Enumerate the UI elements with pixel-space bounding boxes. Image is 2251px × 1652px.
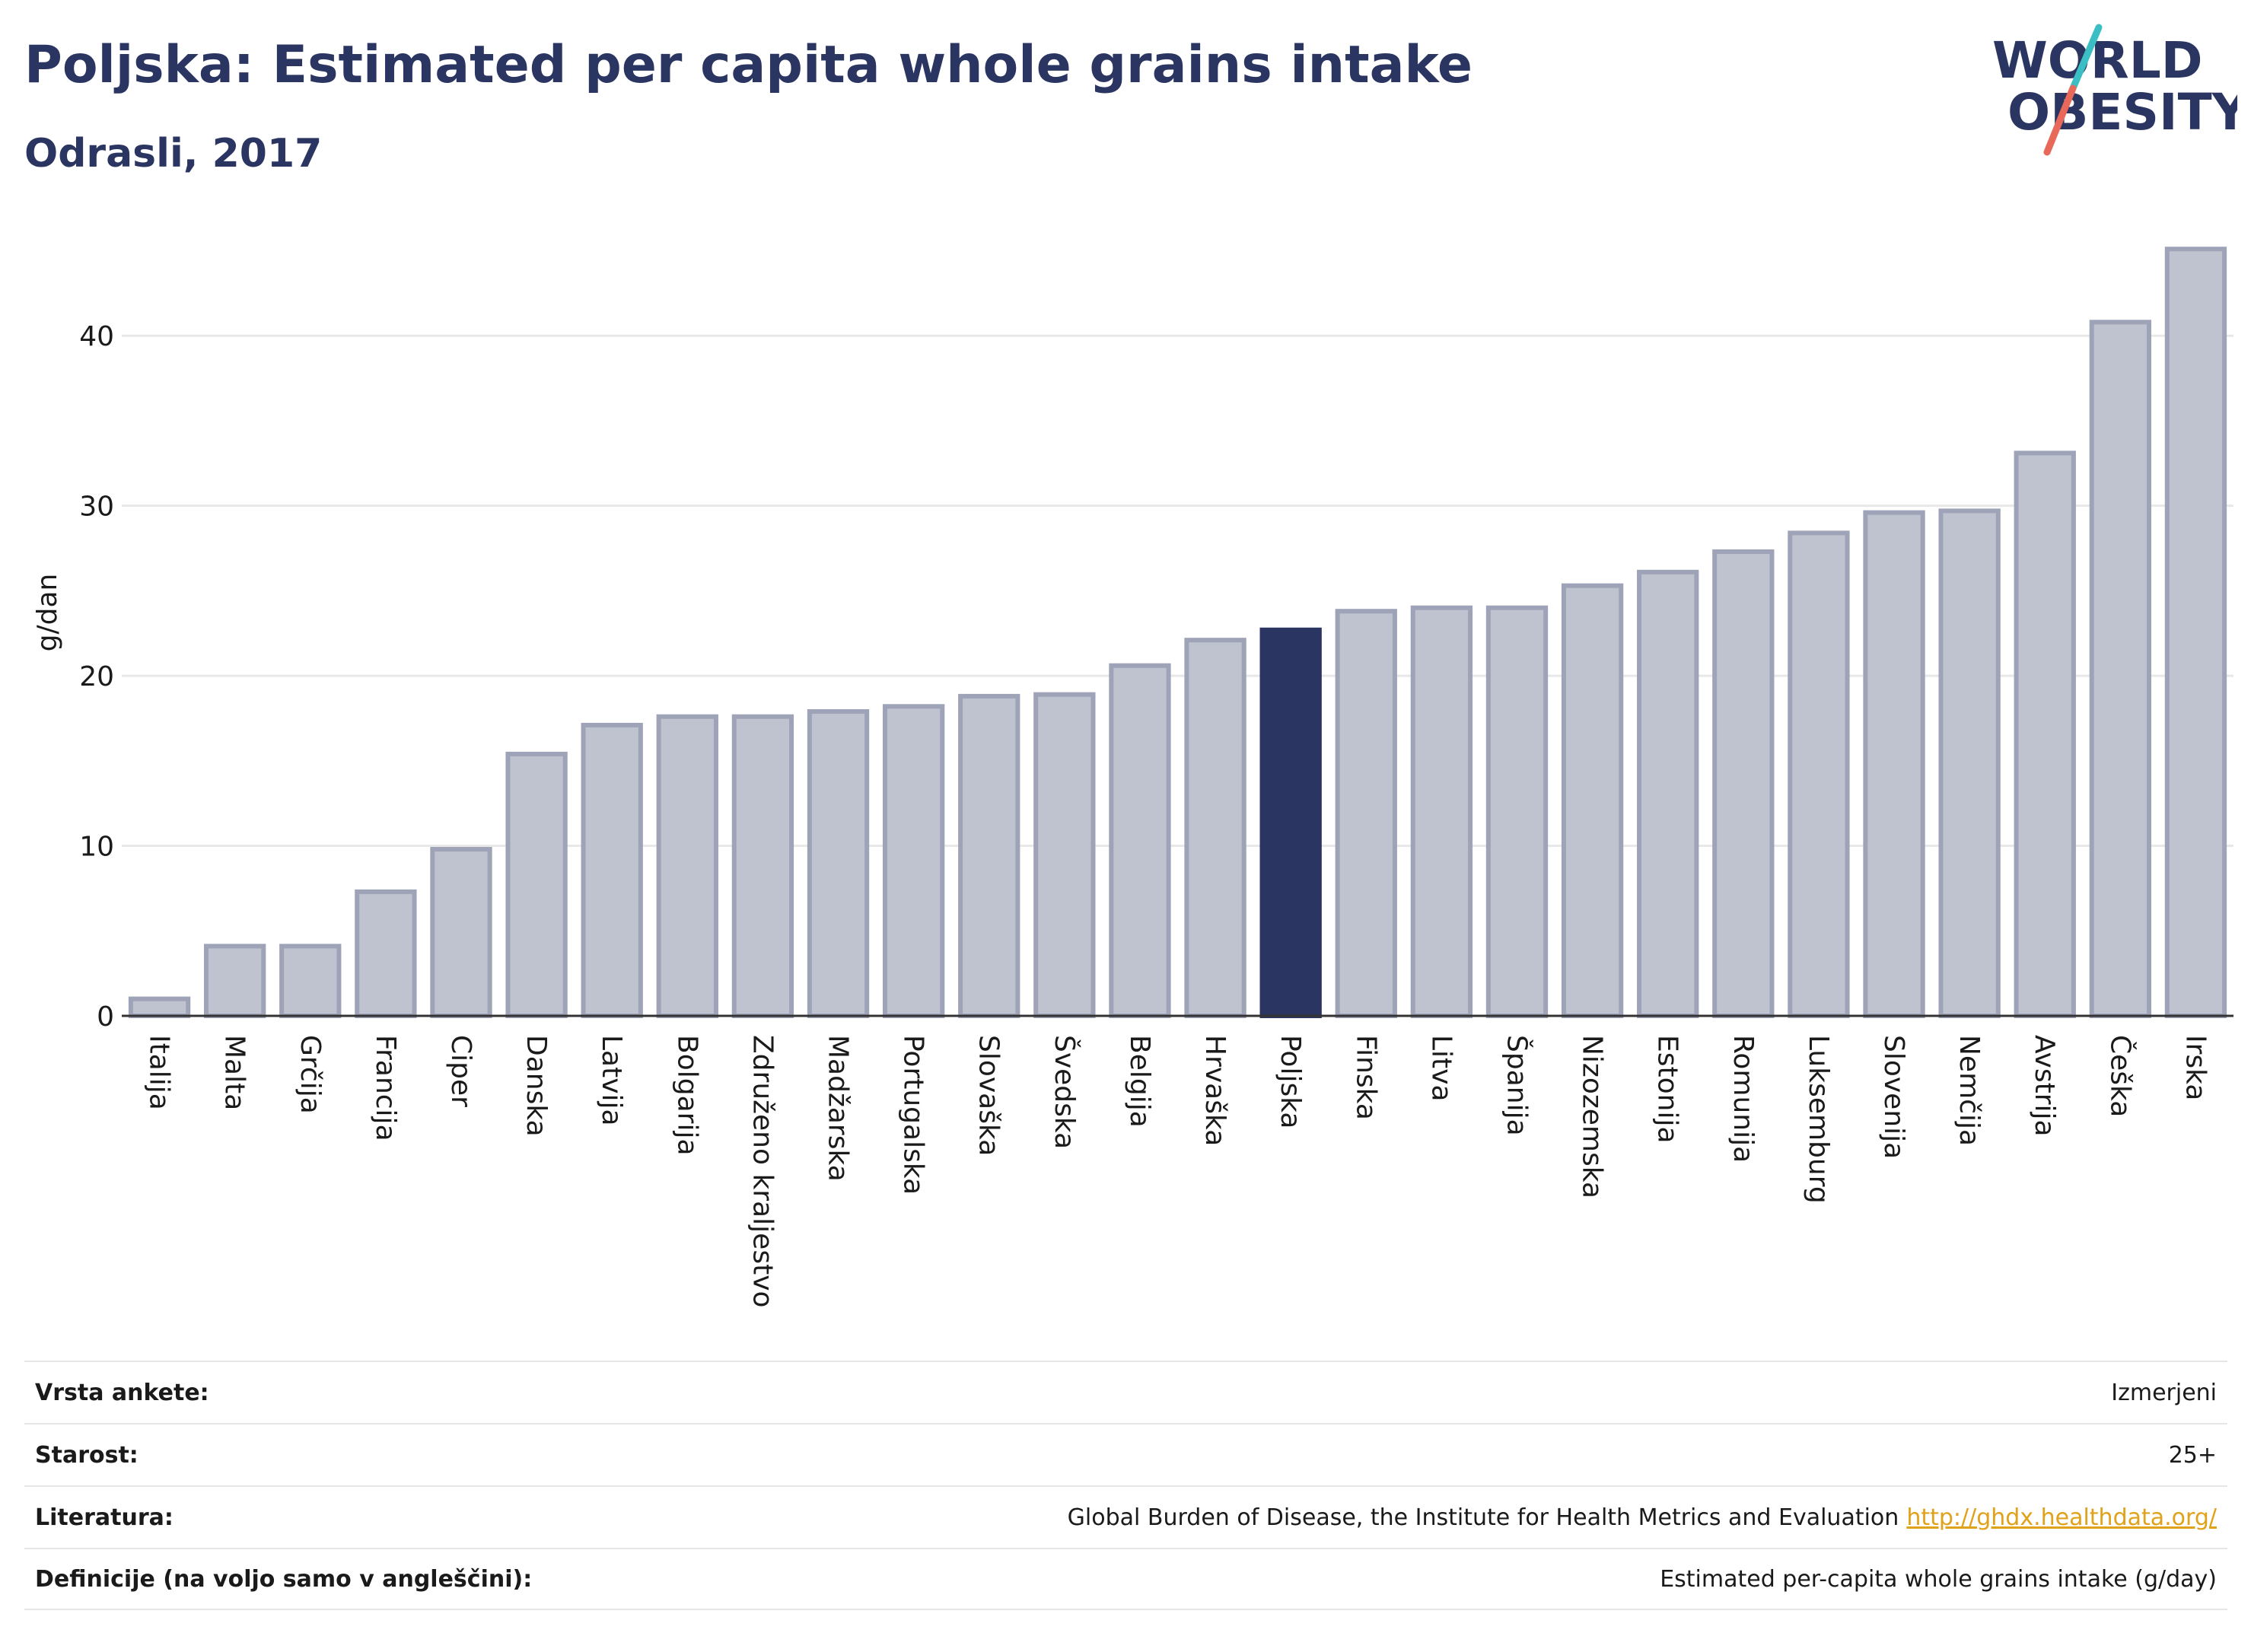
info-value: Estimated per-capita whole grains intake… xyxy=(1660,1565,2217,1593)
bar-5 xyxy=(430,847,492,1018)
bar-16 xyxy=(1259,627,1322,1019)
x-tick-label: Finska xyxy=(1350,1035,1381,1120)
x-tick-label: Združeno kraljestvo xyxy=(747,1035,778,1308)
y-tick-label: 30 xyxy=(79,492,114,523)
bar-8 xyxy=(656,714,718,1018)
info-value: Izmerjeni xyxy=(2111,1379,2217,1406)
bar-25 xyxy=(1938,508,2001,1018)
bar-1 xyxy=(128,996,191,1019)
bar-26 xyxy=(2014,450,2076,1018)
x-tick-label: Malta xyxy=(219,1035,250,1110)
x-tick-label: Romunija xyxy=(1727,1035,1759,1163)
bar-11 xyxy=(882,704,945,1019)
info-label: Starost: xyxy=(35,1441,138,1469)
x-tick-label: Ciper xyxy=(445,1035,476,1107)
bar-17 xyxy=(1335,609,1397,1018)
logo-slash-coral xyxy=(2043,84,2077,156)
y-axis-label: g/dan xyxy=(32,574,63,652)
info-value: 25+ xyxy=(2168,1441,2217,1469)
x-tick-label: Francija xyxy=(370,1035,401,1141)
bar-13 xyxy=(1033,692,1096,1018)
bar-14 xyxy=(1109,663,1171,1018)
chart-subtitle: Odrasli, 2017 xyxy=(24,131,323,177)
bar-12 xyxy=(958,693,1020,1018)
bar-10 xyxy=(807,709,870,1018)
x-tick-label: Španija xyxy=(1501,1035,1533,1136)
x-tick-label: Belgija xyxy=(1124,1035,1155,1128)
logo-line2: OBESITY xyxy=(2007,83,2237,142)
info-row: Vrsta ankete: Izmerjeni xyxy=(24,1361,2227,1423)
bar-28 xyxy=(2164,247,2227,1019)
x-axis: Italija Malta Grčija Francija Ciper Danska Lat… xyxy=(122,1014,2233,1308)
y-tick-label: 0 xyxy=(97,1001,114,1033)
x-tick-label: Estonija xyxy=(1652,1035,1683,1144)
x-tick-label: Danska xyxy=(521,1035,552,1137)
x-tick-label: Slovaška xyxy=(973,1035,1005,1156)
x-tick-label: Grčija xyxy=(295,1035,326,1114)
bar-15 xyxy=(1184,638,1246,1018)
logo-line1: WORLD xyxy=(1992,31,2203,90)
bar-4 xyxy=(355,889,417,1018)
y-axis: 0 10 20 30 40 xyxy=(79,321,114,1033)
x-tick-label: Latvija xyxy=(596,1035,627,1126)
info-row: Starost: 25+ xyxy=(24,1423,2227,1485)
bar-21 xyxy=(1637,569,1699,1018)
logo-slash-teal xyxy=(2069,24,2103,92)
info-label: Definicije (na voljo samo v angleščini): xyxy=(35,1565,533,1593)
y-tick-label: 40 xyxy=(79,321,114,352)
bar-7 xyxy=(581,722,643,1019)
bar-18 xyxy=(1410,605,1473,1018)
x-tick-label: Hrvaška xyxy=(1199,1035,1231,1146)
x-tick-label: Nizozemska xyxy=(1577,1035,1608,1198)
bars-layer xyxy=(128,247,2227,1019)
bar-23 xyxy=(1788,530,1850,1018)
x-tick-label: Luksemburg xyxy=(1803,1035,1834,1204)
world-obesity-logo: WORLD OBESITY xyxy=(1992,24,2237,156)
x-tick-label: Portugalska xyxy=(898,1035,929,1195)
bar-9 xyxy=(731,714,794,1018)
info-label: Literatura: xyxy=(35,1504,174,1531)
x-tick-label: Bolgarija xyxy=(671,1035,702,1156)
x-tick-label: Avstrija xyxy=(2029,1035,2060,1137)
x-tick-label: Irska xyxy=(2179,1035,2211,1100)
x-tick-label: Švedska xyxy=(1049,1035,1081,1149)
bar-22 xyxy=(1712,549,1775,1018)
x-tick-label: Češka xyxy=(2104,1035,2136,1117)
bar-2 xyxy=(204,944,266,1019)
bar-20 xyxy=(1561,583,1624,1018)
reference-link[interactable]: http://ghdx.healthdata.org/ xyxy=(1906,1504,2217,1531)
bar-19 xyxy=(1485,605,1549,1018)
x-tick-label: Slovenija xyxy=(1878,1035,1909,1159)
x-tick-label: Nemčija xyxy=(1953,1035,1985,1146)
y-tick-label: 20 xyxy=(79,661,114,692)
info-table: Vrsta ankete: Izmerjeni Starost: 25+ Literat… xyxy=(24,1361,2227,1610)
chart-title: Poljska: Estimated per capita whole grai… xyxy=(24,35,1473,95)
bar-6 xyxy=(505,751,568,1018)
info-label: Vrsta ankete: xyxy=(35,1379,209,1406)
info-row: Definicije (na voljo samo v angleščini):… xyxy=(24,1548,2227,1610)
x-tick-label: Litva xyxy=(1425,1035,1457,1102)
x-tick-label: Madžarska xyxy=(823,1035,854,1182)
bar-27 xyxy=(2089,320,2151,1018)
bar-chart: 0 10 20 30 40 Italija Malta Grčija Francija Cipe… xyxy=(32,247,2233,1308)
bar-3 xyxy=(279,944,342,1019)
info-value: Global Burden of Disease, the Institute … xyxy=(1067,1504,2217,1531)
info-row: Literatura: Global Burden of Disease, the… xyxy=(24,1485,2227,1548)
x-tick-label: Poljska xyxy=(1275,1035,1306,1129)
bar-24 xyxy=(1863,510,1925,1018)
y-tick-label: 10 xyxy=(79,832,114,863)
x-tick-label: Italija xyxy=(144,1035,175,1110)
